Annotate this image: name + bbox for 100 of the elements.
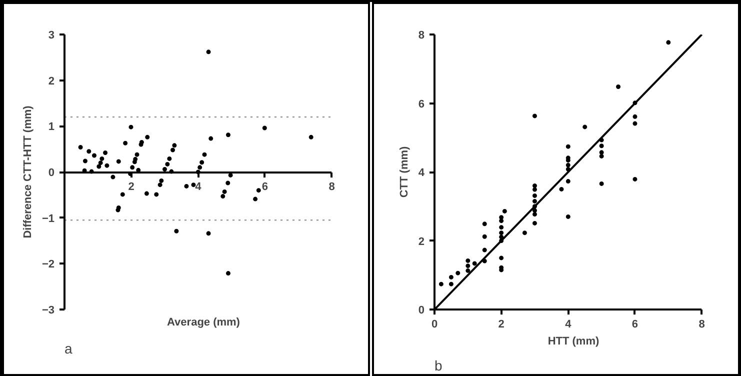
point xyxy=(466,258,470,263)
point xyxy=(456,270,460,276)
y-tick-label: 3 xyxy=(48,30,55,42)
point xyxy=(202,152,207,157)
point xyxy=(78,145,83,150)
x-axis-title: Average (mm) xyxy=(167,316,240,328)
point xyxy=(103,150,108,155)
y-tick-label: 2 xyxy=(48,75,55,88)
point xyxy=(134,152,140,157)
point xyxy=(482,248,487,252)
y-tick-label: 4 xyxy=(418,167,426,179)
text: b xyxy=(434,358,442,374)
point xyxy=(532,114,537,118)
point xyxy=(499,218,504,224)
point xyxy=(145,134,150,140)
x-tick-label: 4 xyxy=(195,181,202,193)
point xyxy=(448,282,454,286)
point xyxy=(208,136,214,141)
point xyxy=(599,181,604,186)
point xyxy=(82,158,88,164)
point xyxy=(165,162,170,166)
text: a xyxy=(64,340,72,356)
point xyxy=(167,156,172,161)
point xyxy=(566,162,570,168)
point xyxy=(566,144,570,149)
point xyxy=(226,132,230,138)
point xyxy=(96,164,102,169)
x-tick-label: 2 xyxy=(128,181,134,193)
point xyxy=(110,174,116,180)
point xyxy=(532,193,537,198)
point xyxy=(98,160,103,166)
point xyxy=(92,153,96,158)
point xyxy=(438,282,444,286)
x-tick-label: 4 xyxy=(565,318,572,330)
y-tick-label: 0 xyxy=(418,304,425,316)
point xyxy=(499,234,504,240)
point xyxy=(116,159,121,164)
y-tick-label: 8 xyxy=(418,30,425,42)
y-tick-label: 0 xyxy=(48,167,55,179)
point xyxy=(532,184,537,188)
point xyxy=(198,165,202,170)
y-tick-label: −2 xyxy=(42,258,55,271)
point xyxy=(466,264,470,268)
x-tick-label: 6 xyxy=(632,318,638,330)
point xyxy=(616,84,621,89)
point xyxy=(599,144,604,148)
point xyxy=(499,225,504,230)
point xyxy=(100,156,104,161)
y-axis-title: CTT (mm) xyxy=(398,146,410,198)
point xyxy=(130,165,135,170)
y-axis-title: Difference CTT-HTT (mm) xyxy=(22,105,34,238)
point xyxy=(532,212,537,217)
point xyxy=(448,274,454,280)
point xyxy=(158,182,162,188)
point xyxy=(154,192,159,197)
y-tick-label: 1 xyxy=(48,121,55,134)
point xyxy=(532,220,537,226)
point xyxy=(104,163,110,168)
point xyxy=(599,154,604,158)
point xyxy=(206,50,211,54)
point xyxy=(502,208,507,214)
x-axis-title: HTT (mm) xyxy=(548,336,600,348)
point xyxy=(566,214,570,219)
x-tick-label: 6 xyxy=(262,181,268,193)
point xyxy=(632,114,638,119)
point xyxy=(172,143,177,148)
point xyxy=(466,268,470,273)
point xyxy=(666,40,671,45)
point xyxy=(116,206,121,210)
x-tick-label: 8 xyxy=(698,318,705,330)
point xyxy=(499,215,504,220)
y-tick-label: 2 xyxy=(418,236,425,248)
point xyxy=(222,189,227,194)
point xyxy=(123,140,128,146)
point xyxy=(206,231,211,236)
point xyxy=(472,261,477,266)
point xyxy=(170,148,176,152)
point xyxy=(200,160,204,165)
x-tick-label: 2 xyxy=(498,318,504,330)
point xyxy=(253,196,258,202)
point xyxy=(632,121,638,126)
point xyxy=(522,230,527,236)
point xyxy=(86,149,92,154)
point xyxy=(499,256,504,260)
x-tick-label: 0 xyxy=(431,318,438,330)
point xyxy=(139,140,144,144)
point xyxy=(632,176,638,182)
point xyxy=(144,191,149,196)
point xyxy=(566,179,570,184)
y-tick-label: −3 xyxy=(42,304,55,316)
point xyxy=(499,230,504,236)
point xyxy=(582,124,588,130)
point xyxy=(532,187,537,192)
point xyxy=(128,124,134,130)
point xyxy=(226,271,230,276)
point xyxy=(133,156,138,162)
point xyxy=(162,167,167,172)
point xyxy=(532,198,537,204)
y-tick-label: 6 xyxy=(418,98,425,110)
point xyxy=(120,192,125,197)
